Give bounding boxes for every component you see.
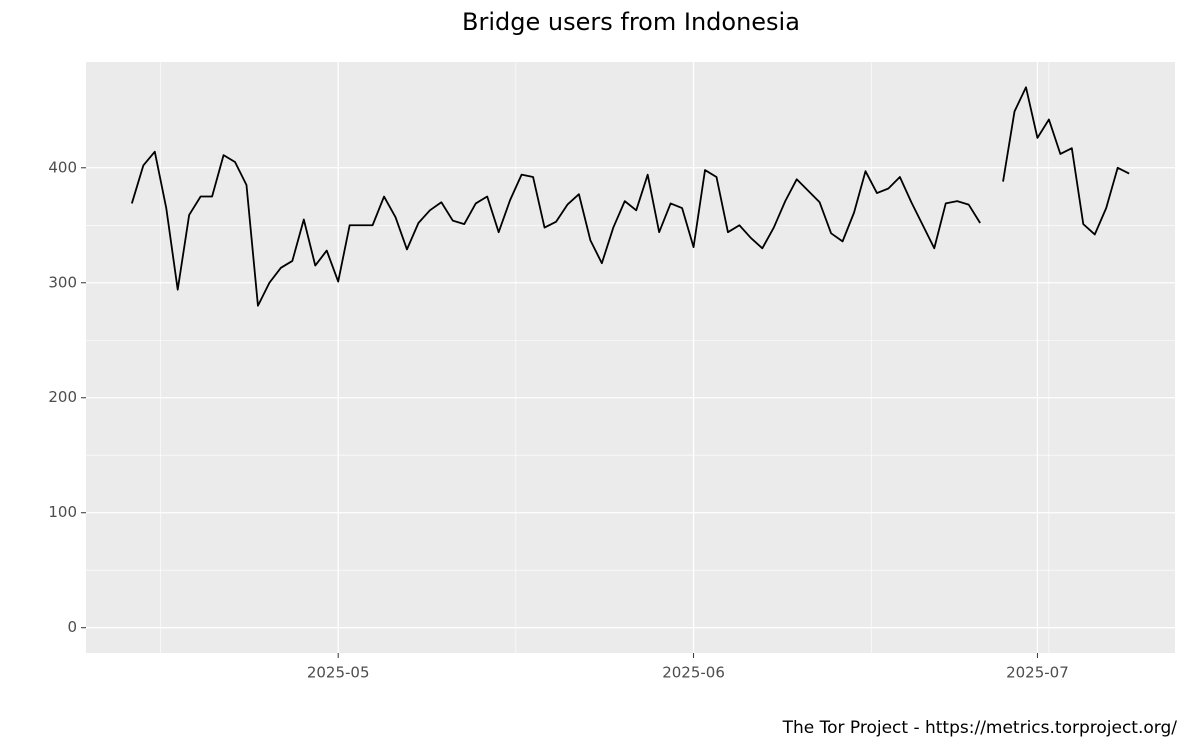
y-tick-label: 100 (48, 503, 77, 521)
y-tick-label: 0 (67, 618, 77, 636)
x-tick-label: 2025-06 (662, 664, 725, 682)
line (130, 86, 1130, 307)
panel (86, 62, 1175, 653)
y-tick-label: 400 (48, 158, 77, 176)
y-tick-label: 300 (48, 273, 77, 291)
y-tick-label: 200 (48, 388, 77, 406)
chart-title: Bridge users from Indonesia (462, 8, 800, 36)
x-tick-label: 2025-05 (307, 664, 370, 682)
x-tick-label: 2025-07 (1006, 664, 1069, 682)
caption: The Tor Project - https://metrics.torpro… (782, 718, 1178, 738)
